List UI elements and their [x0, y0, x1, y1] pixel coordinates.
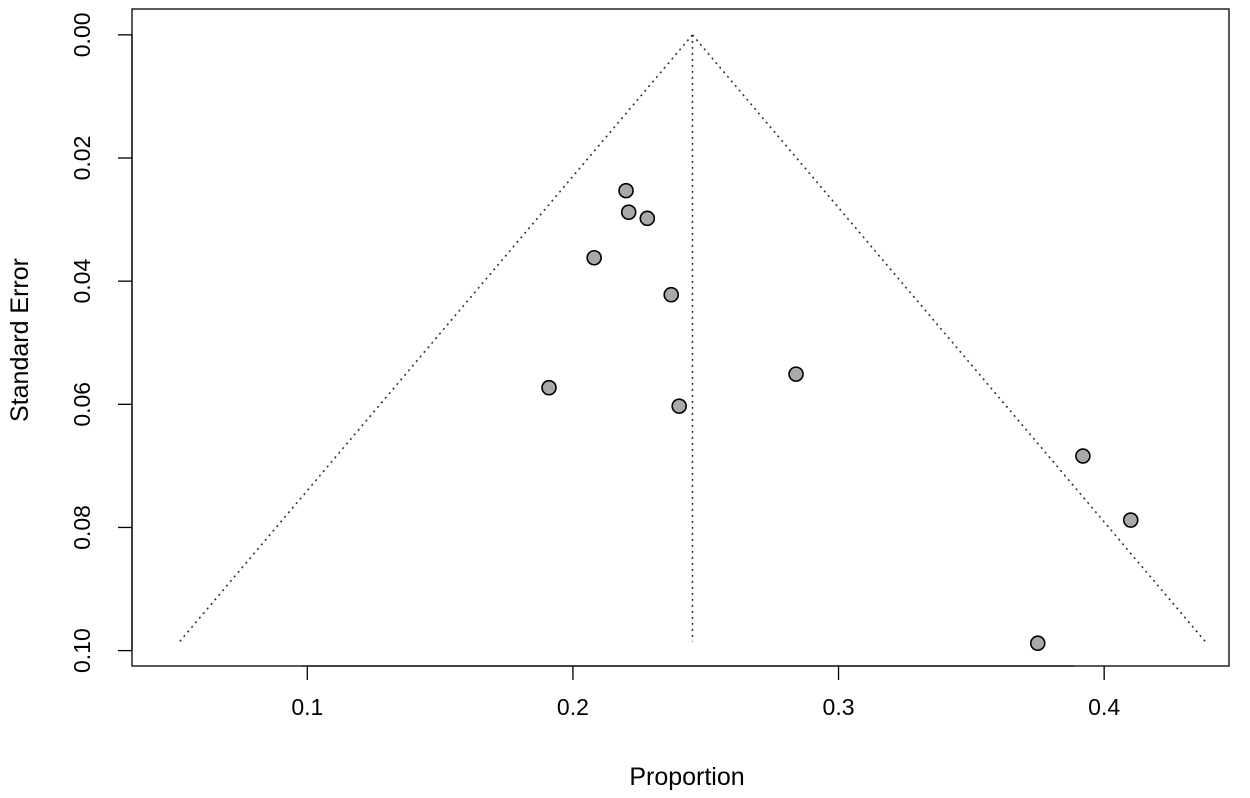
y-tick-label: 0.04 — [69, 259, 95, 304]
y-tick-label: 0.02 — [69, 136, 95, 181]
data-point — [1075, 448, 1091, 464]
x-tick-label: 0.3 — [823, 694, 855, 720]
plot-frame — [131, 8, 1230, 667]
data-point — [663, 286, 680, 303]
y-tick-label: 0.06 — [69, 382, 95, 427]
funnel-right-line — [691, 34, 1206, 642]
y-tick-label: 0.00 — [69, 12, 95, 57]
x-tick-label: 0.4 — [1088, 694, 1120, 720]
data-point — [620, 204, 637, 220]
data-point — [618, 182, 634, 199]
data-point — [1029, 635, 1046, 652]
y-tick-label: 0.08 — [69, 505, 95, 550]
data-point — [1122, 512, 1139, 528]
data-point — [788, 366, 804, 382]
y-axis: 0.00 0.02 0.04 0.06 0.08 0.10 — [69, 12, 133, 673]
data-point — [671, 398, 687, 414]
x-axis: 0.1 0.2 0.3 0.4 — [291, 665, 1120, 720]
data-point — [541, 379, 557, 396]
x-axis-title: Proportion — [629, 763, 744, 791]
y-tick-label: 0.10 — [69, 628, 95, 673]
funnel-left-line — [179, 34, 694, 642]
x-tick-label: 0.1 — [291, 694, 323, 720]
funnel-lines — [179, 34, 1206, 642]
data-point — [586, 249, 602, 266]
x-tick-label: 0.2 — [557, 694, 589, 720]
y-axis-title: Standard Error — [6, 258, 34, 422]
data-point — [639, 210, 656, 227]
data-points — [541, 182, 1139, 652]
